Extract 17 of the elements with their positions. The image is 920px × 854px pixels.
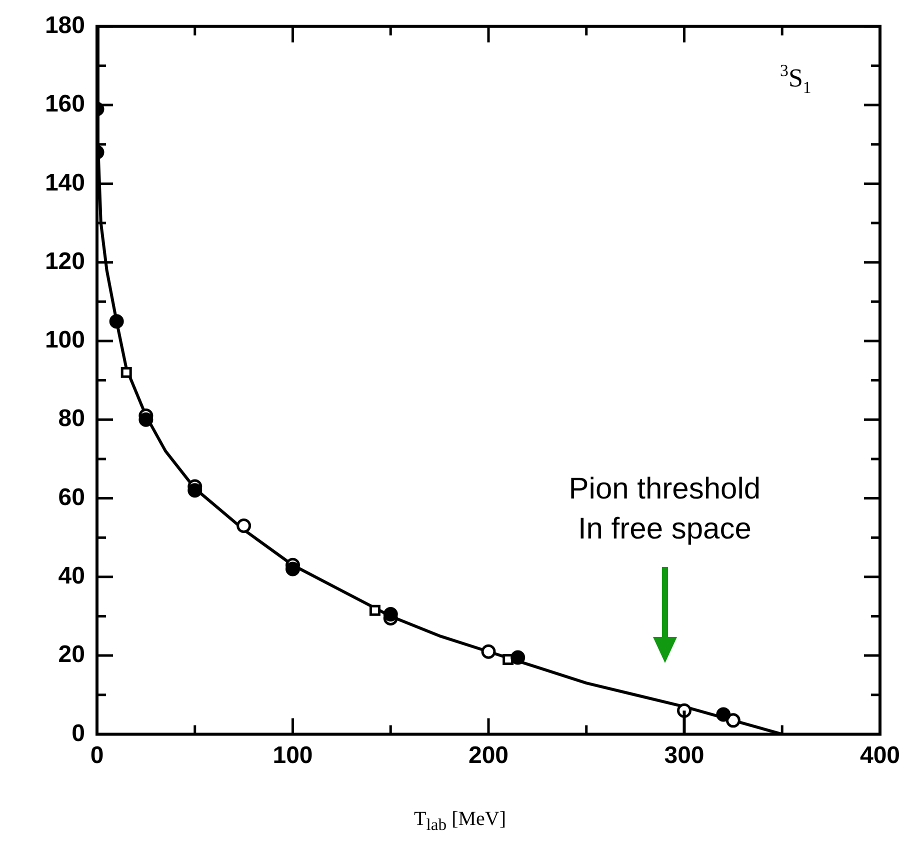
- y-tick-label: 120: [44, 248, 85, 275]
- y-tick-label: 80: [58, 405, 85, 432]
- y-tick-label: 140: [44, 169, 85, 196]
- y-tick-label: 60: [58, 484, 85, 511]
- x-tick-label: 400: [860, 742, 900, 770]
- x-tick-label: 200: [468, 742, 509, 770]
- x-tick-label: 0: [90, 742, 104, 770]
- x-axis-title: T$_{lab}$ [MeV]: [412, 808, 507, 835]
- x-tick-label: 100: [272, 742, 313, 770]
- y-tick-label: 100: [44, 326, 85, 354]
- x-tick-label: 300: [664, 742, 704, 770]
- y-tick-label: 160: [44, 90, 85, 118]
- y-tick-label: 180: [44, 12, 85, 40]
- y-tick-label: 40: [58, 562, 85, 590]
- y-tick-label: 20: [58, 641, 85, 668]
- y-tick-label: 0: [72, 720, 85, 747]
- annotation: Pion threshold In free space: [568, 472, 761, 546]
